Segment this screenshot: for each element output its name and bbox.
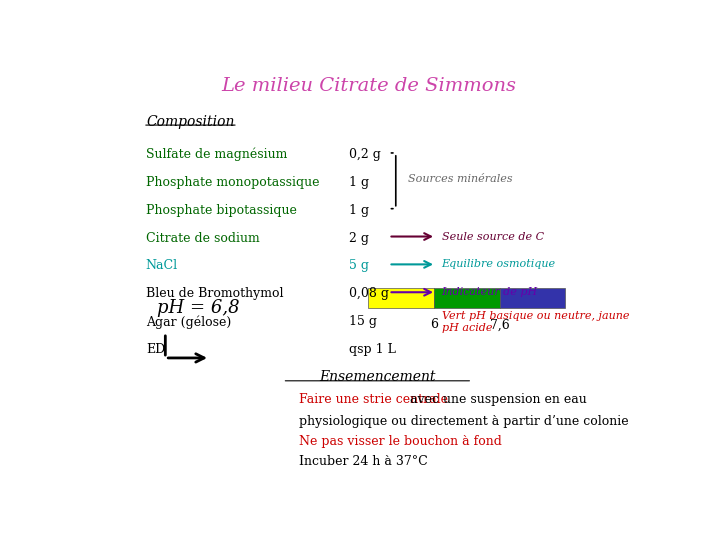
- Text: Bleu de Bromothymol: Bleu de Bromothymol: [145, 287, 283, 300]
- Text: 0,2 g: 0,2 g: [349, 148, 382, 161]
- Text: Ensemencement: Ensemencement: [319, 370, 436, 384]
- Text: avec une suspension en eau: avec une suspension en eau: [406, 393, 587, 406]
- Text: ED: ED: [145, 343, 165, 356]
- Text: Agar (gélose): Agar (gélose): [145, 315, 231, 329]
- Text: Sources minérales: Sources minérales: [408, 174, 513, 184]
- Text: qsp 1 L: qsp 1 L: [349, 343, 396, 356]
- Text: Seule source de C: Seule source de C: [441, 232, 544, 241]
- Text: Citrate de sodium: Citrate de sodium: [145, 232, 259, 245]
- Text: pH = 6,8: pH = 6,8: [158, 299, 240, 317]
- Text: Sulfate de magnésium: Sulfate de magnésium: [145, 148, 287, 161]
- Text: physiologique ou directement à partir d’une colonie: physiologique ou directement à partir d’…: [300, 415, 629, 428]
- Bar: [433, 288, 500, 308]
- Text: Faire une strie centrale: Faire une strie centrale: [300, 393, 449, 406]
- Text: Vert pH basique ou neutre, jaune
pH acide: Vert pH basique ou neutre, jaune pH acid…: [441, 311, 629, 333]
- Text: 2 g: 2 g: [349, 232, 369, 245]
- Text: 5 g: 5 g: [349, 259, 369, 272]
- Bar: [500, 288, 565, 308]
- Text: Equilibre osmotique: Equilibre osmotique: [441, 259, 556, 269]
- Text: NaCl: NaCl: [145, 259, 178, 272]
- Text: Phosphate monopotassique: Phosphate monopotassique: [145, 176, 319, 189]
- Text: 0,08 g: 0,08 g: [349, 287, 390, 300]
- Text: 7,6: 7,6: [490, 319, 510, 332]
- Text: 1 g: 1 g: [349, 204, 369, 217]
- Bar: [368, 288, 433, 308]
- Text: Ne pas visser le bouchon à fond: Ne pas visser le bouchon à fond: [300, 435, 502, 448]
- Text: 1 g: 1 g: [349, 176, 369, 189]
- Text: 6: 6: [430, 319, 438, 332]
- Text: Incuber 24 h à 37°C: Incuber 24 h à 37°C: [300, 455, 428, 468]
- Text: Phosphate bipotassique: Phosphate bipotassique: [145, 204, 297, 217]
- Text: Composition: Composition: [146, 114, 235, 129]
- Text: Le milieu Citrate de Simmons: Le milieu Citrate de Simmons: [222, 77, 516, 95]
- Text: Indicateur de pH: Indicateur de pH: [441, 287, 538, 297]
- Text: 15 g: 15 g: [349, 315, 377, 328]
